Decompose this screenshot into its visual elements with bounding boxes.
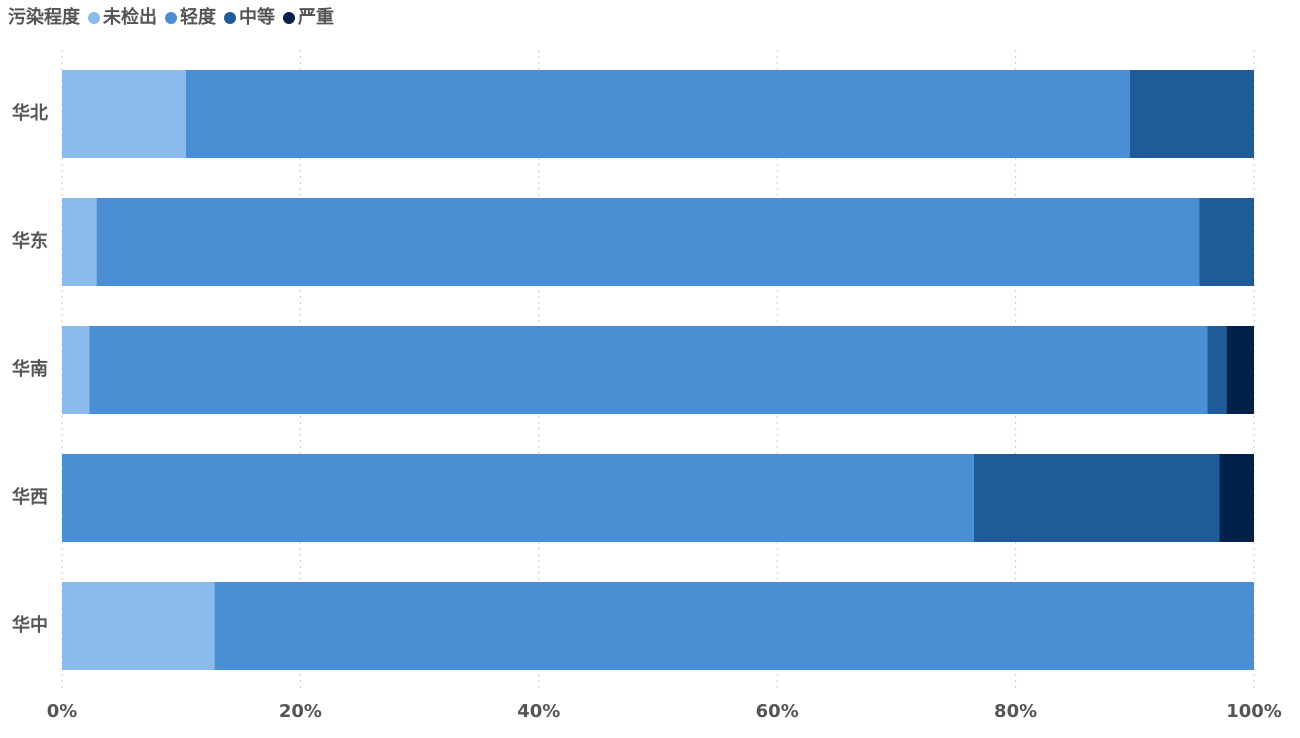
bar-segment <box>62 326 90 414</box>
legend-label: 轻度 <box>180 6 217 28</box>
y-tick-label: 华南 <box>12 358 48 380</box>
bar-segment <box>62 582 215 670</box>
legend-marker <box>88 12 100 24</box>
y-tick-label: 华中 <box>12 614 48 636</box>
x-tick-label: 100% <box>1226 701 1282 722</box>
bar-segment <box>62 454 974 542</box>
bar-segment <box>1226 326 1254 414</box>
legend-label: 未检出 <box>103 6 157 28</box>
legend-marker <box>165 12 177 24</box>
x-tick-label: 20% <box>279 701 322 722</box>
bar-segment <box>185 70 1131 158</box>
legend-label: 严重 <box>298 6 334 28</box>
legend-label: 中等 <box>239 6 275 28</box>
x-tick-label: 0% <box>47 701 78 722</box>
y-tick-label: 华东 <box>12 230 48 252</box>
y-tick-label: 华北 <box>12 102 48 124</box>
bar-segment <box>96 198 1200 286</box>
bar-segment <box>62 70 186 158</box>
bar-segment <box>214 582 1254 670</box>
bar-segment <box>973 454 1220 542</box>
x-tick-label: 60% <box>756 701 799 722</box>
bar-segment <box>62 198 97 286</box>
legend-marker <box>283 12 295 24</box>
legend-title: 污染程度 <box>8 6 81 28</box>
bar-segment <box>89 326 1208 414</box>
bar-segment <box>1130 70 1254 158</box>
bar-segment <box>1199 198 1254 286</box>
x-tick-label: 80% <box>994 701 1037 722</box>
x-tick-label: 40% <box>517 701 560 722</box>
bar-segment <box>1207 326 1227 414</box>
bar-segment <box>1219 454 1254 542</box>
y-tick-label: 华西 <box>12 486 48 508</box>
legend-marker <box>224 12 236 24</box>
